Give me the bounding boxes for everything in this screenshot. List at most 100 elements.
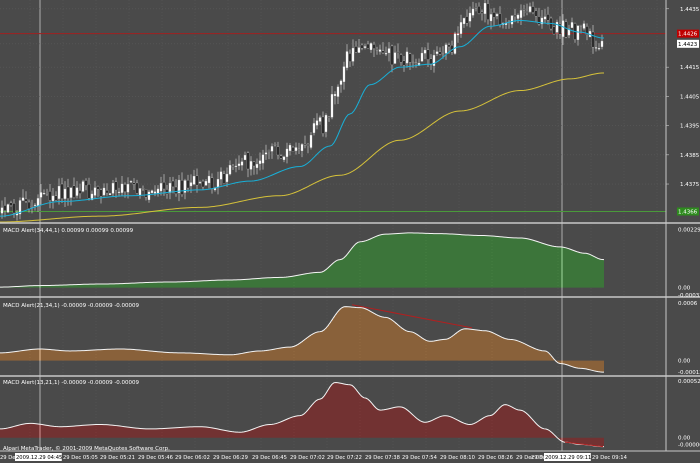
candle-body <box>120 183 124 193</box>
candle-body <box>498 13 502 25</box>
candle-body <box>252 161 256 167</box>
macd-pane-2 <box>0 304 605 373</box>
candle-body <box>186 179 190 189</box>
candle-body <box>414 62 418 64</box>
candle-body <box>117 191 121 193</box>
candle-body <box>555 22 559 33</box>
candle-body <box>510 15 514 25</box>
candle-body <box>558 23 562 35</box>
candle-body <box>204 181 208 186</box>
candle-body <box>21 197 25 201</box>
macd-tick-label: 0.00229 <box>678 227 700 233</box>
candle-body <box>384 53 388 55</box>
candle-body <box>138 188 142 196</box>
candle-body <box>96 186 100 190</box>
candle-body <box>279 155 283 159</box>
candle-body <box>354 46 358 53</box>
candle-body <box>378 49 382 52</box>
candle-body <box>366 43 370 49</box>
time-tick-label: 29 Dec 07:22 <box>327 455 362 461</box>
price-tick-label: 1.4415 <box>680 65 700 71</box>
time-tick-label: 29 Dec 07:38 <box>365 455 400 461</box>
candle-body <box>318 117 322 122</box>
candle-body <box>84 180 88 186</box>
candle-body <box>234 165 238 167</box>
price-pane <box>0 0 666 223</box>
candle-body <box>291 146 295 152</box>
candle-body <box>372 44 376 49</box>
red-line-price: 1.4426 <box>678 32 698 38</box>
candle-body <box>222 173 226 184</box>
candle-body <box>471 8 475 16</box>
candle-body <box>450 44 454 53</box>
candle-body <box>324 115 328 132</box>
candle-body <box>141 188 145 190</box>
candle-body <box>513 14 517 17</box>
candle-body <box>576 25 580 40</box>
candle-body <box>36 198 40 207</box>
candle-body <box>195 175 199 186</box>
candle-body <box>561 20 565 37</box>
time-tick-label: 29 Dec 09:14 <box>592 455 628 461</box>
candle-body <box>156 188 160 194</box>
candle-body <box>465 16 469 24</box>
candle-body <box>171 180 175 188</box>
candle-body <box>582 23 586 29</box>
candle-body <box>150 190 154 194</box>
candle-body <box>144 189 148 198</box>
candle-body <box>18 200 22 215</box>
candle-body <box>300 144 304 152</box>
candle-body <box>525 11 529 13</box>
candle-body <box>447 44 451 48</box>
macd-tick-label: -0.00033 <box>678 293 700 299</box>
highlighted-time-bg <box>15 453 62 461</box>
candle-body <box>600 40 604 47</box>
candle-body <box>387 48 391 54</box>
candle-body <box>87 184 91 199</box>
candle-body <box>6 204 10 213</box>
slow-moving-average <box>0 72 605 223</box>
candle-body <box>207 175 211 184</box>
candle-body <box>246 152 250 170</box>
candle-body <box>219 171 223 180</box>
time-tick-label: 29 Dec 08:10 <box>440 455 475 461</box>
candle-body <box>540 17 544 25</box>
candle-body <box>270 146 274 152</box>
candle-body <box>489 14 493 22</box>
candle-body <box>237 163 241 166</box>
candle-body <box>564 21 568 38</box>
pane-frames <box>0 0 700 452</box>
divergence-line <box>351 304 473 329</box>
candle-body <box>177 179 181 193</box>
candle-body <box>93 187 97 196</box>
candle-body <box>369 43 373 50</box>
candle-body <box>183 180 187 193</box>
time-tick-label: 29 Dec <box>0 455 18 461</box>
candle-body <box>534 10 538 17</box>
macd-signal-line <box>0 382 605 448</box>
macd-tick-label: -0.00006 <box>678 442 700 448</box>
candle-body <box>516 14 520 19</box>
candle-body <box>570 22 574 28</box>
candle-body <box>33 204 37 206</box>
candle-body <box>459 22 463 34</box>
candle-body <box>537 16 541 25</box>
candle-body <box>216 179 220 188</box>
price-tick-label: 1.4435 <box>680 7 700 13</box>
candle-body <box>477 5 481 14</box>
candle-body <box>54 195 58 201</box>
candle-body <box>264 152 268 155</box>
candle-body <box>390 45 394 66</box>
candle-body <box>12 203 16 214</box>
candle-body <box>180 180 184 195</box>
price-tick-label: 1.4385 <box>680 153 700 159</box>
candle-body <box>444 44 448 54</box>
candle-body <box>453 33 457 54</box>
candle-body <box>531 6 535 13</box>
candle-body <box>231 165 235 168</box>
time-tick-label: 29 Dec 08:26 <box>478 455 513 461</box>
time-tick-label: 29 Dec 06:45 <box>252 455 287 461</box>
time-tick-label: 29 Dec 06:02 <box>175 455 210 461</box>
candle-body <box>243 155 247 160</box>
macd-tick-label: 0.0006 <box>678 301 698 307</box>
